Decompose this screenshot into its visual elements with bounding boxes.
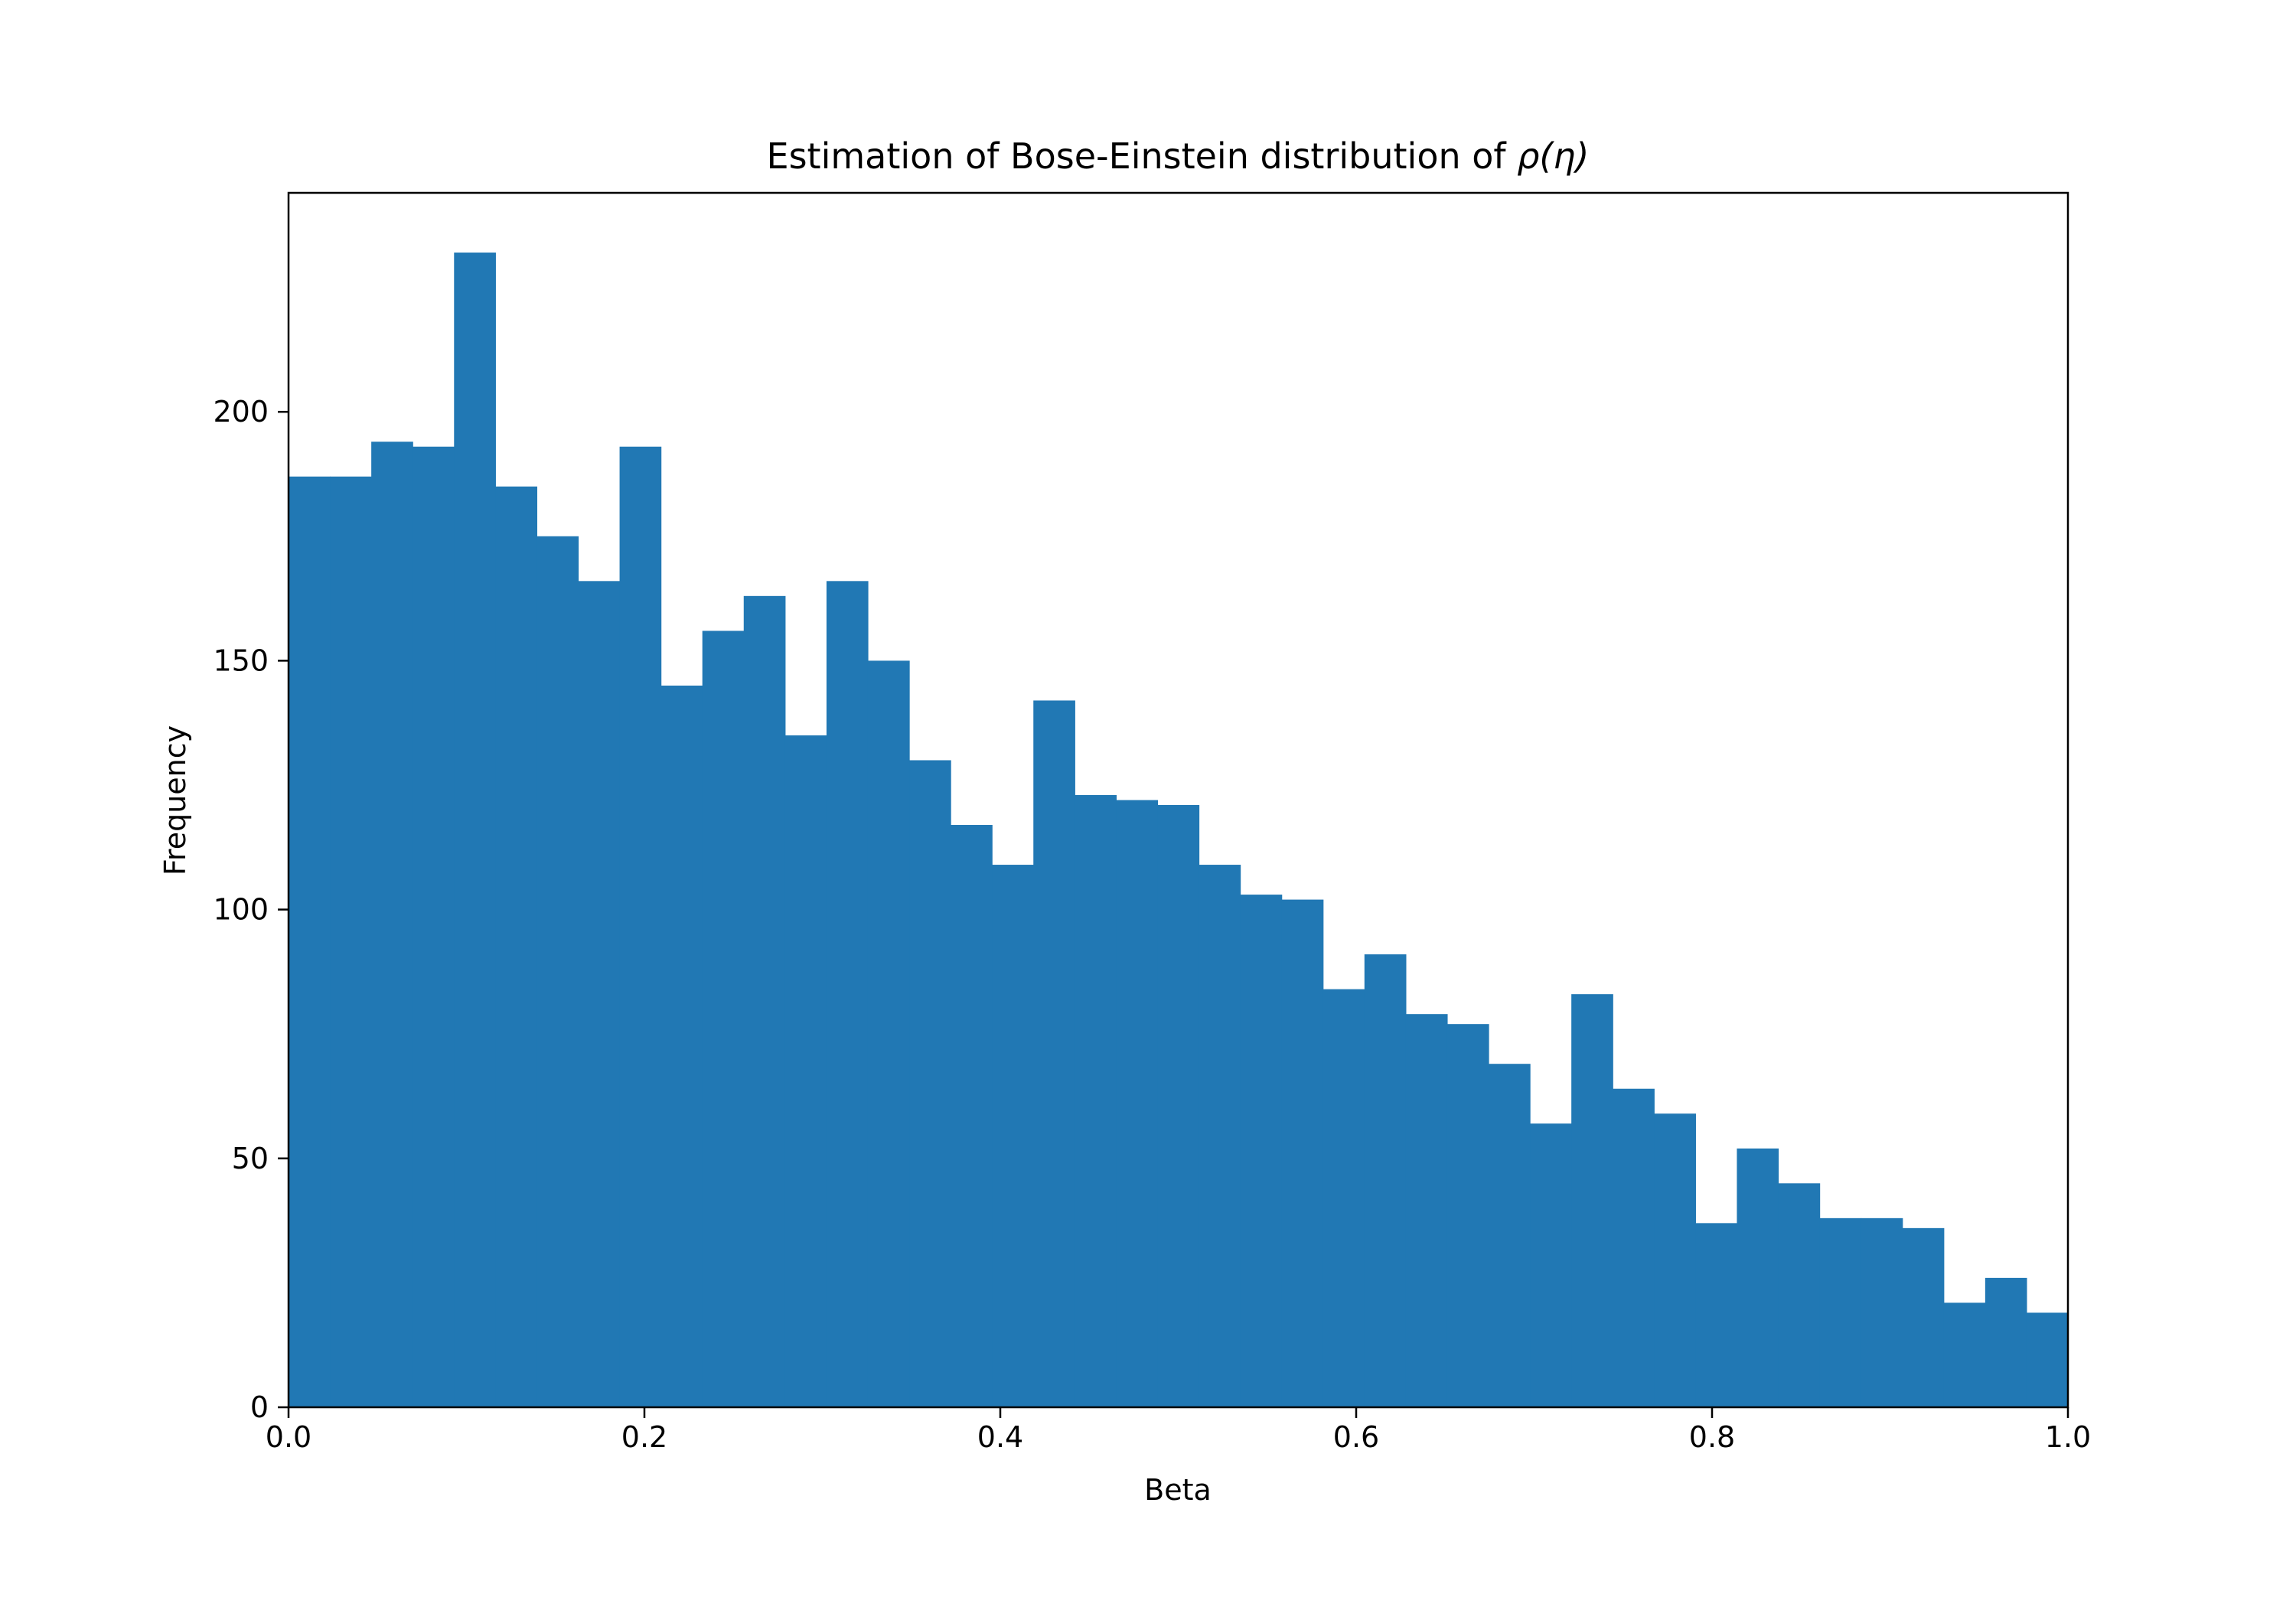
histogram-bar xyxy=(413,446,455,1408)
histogram-bar xyxy=(1240,895,1283,1407)
histogram-bar xyxy=(1157,805,1200,1407)
histogram-bar xyxy=(1199,865,1241,1407)
x-tick-label: 0.2 xyxy=(621,1420,667,1454)
histogram-bar xyxy=(992,865,1034,1407)
histogram-bar xyxy=(536,536,579,1408)
y-tick-label: 200 xyxy=(213,395,269,429)
chart-title: Estimation of Bose-Einstein distribution… xyxy=(767,135,1590,177)
histogram-bar xyxy=(1075,794,1117,1407)
chart-title-text: Estimation of Bose-Einstein distribution… xyxy=(767,135,1518,177)
histogram-bar xyxy=(1322,989,1365,1407)
x-axis-ticks: 0.0 0.2 0.4 0.6 0.8 1.0 xyxy=(266,1407,2091,1454)
histogram-bar xyxy=(454,253,496,1407)
histogram-bar xyxy=(826,581,869,1407)
y-axis-ticks: 0 50 100 150 200 xyxy=(213,395,289,1424)
histogram-bar xyxy=(1695,1223,1738,1407)
chart-title-math: ρ(η) xyxy=(1517,135,1589,177)
histogram-bar xyxy=(867,660,910,1407)
histogram-bar xyxy=(1943,1302,1986,1407)
histogram-bar xyxy=(1033,700,1075,1407)
histogram-bar xyxy=(1902,1227,1945,1407)
histogram-bar xyxy=(2026,1312,2069,1407)
histogram-bar xyxy=(784,735,827,1407)
histogram-bar xyxy=(1654,1113,1696,1407)
histogram-bar xyxy=(289,476,331,1407)
histogram-bar xyxy=(1737,1148,1779,1407)
histogram-bars xyxy=(289,253,2069,1408)
x-tick-label: 0.0 xyxy=(266,1420,311,1454)
histogram-bar xyxy=(660,685,703,1407)
plot-area-frame xyxy=(287,191,2069,1409)
histogram-bar xyxy=(743,595,786,1407)
x-tick-label: 0.4 xyxy=(977,1420,1023,1454)
y-tick-label: 0 xyxy=(250,1390,269,1424)
x-axis-label: Beta xyxy=(1144,1473,1212,1507)
histogram-bar xyxy=(1489,1064,1531,1407)
x-tick-label: 1.0 xyxy=(2045,1420,2091,1454)
y-tick-label: 50 xyxy=(232,1142,269,1175)
histogram-bar xyxy=(495,486,538,1407)
histogram-bar xyxy=(619,446,662,1408)
histogram-bar xyxy=(1405,1014,1448,1407)
histogram-bar xyxy=(702,631,745,1407)
histogram-bar xyxy=(1281,899,1324,1407)
histogram-bar xyxy=(1613,1088,1655,1407)
histogram-bar xyxy=(330,476,372,1407)
y-tick-label: 150 xyxy=(213,644,269,677)
x-tick-label: 0.6 xyxy=(1333,1420,1379,1454)
histogram-bar xyxy=(1571,994,1613,1407)
histogram-bar xyxy=(1819,1217,1862,1407)
histogram-bar xyxy=(1446,1024,1489,1407)
y-axis-label: Frequency xyxy=(158,725,192,875)
histogram-bar xyxy=(1985,1277,2027,1407)
histogram-bar xyxy=(371,442,413,1408)
histogram-bar xyxy=(1116,800,1159,1407)
histogram-bar xyxy=(578,581,621,1407)
x-tick-label: 0.8 xyxy=(1689,1420,1735,1454)
histogram-bar xyxy=(1778,1183,1821,1407)
histogram-bar xyxy=(1364,954,1407,1407)
histogram-bar xyxy=(909,760,951,1407)
y-tick-label: 100 xyxy=(213,893,269,927)
histogram-bar xyxy=(1861,1217,1903,1407)
histogram-bar xyxy=(951,825,993,1407)
histogram-bar xyxy=(1530,1123,1572,1407)
